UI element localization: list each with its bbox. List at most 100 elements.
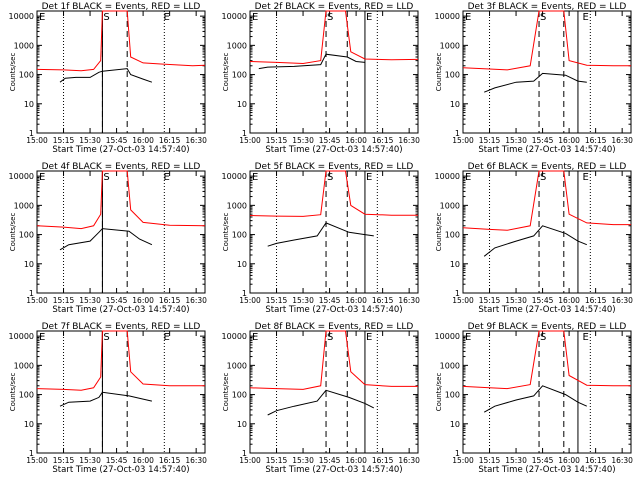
y-tick-label: 10000 — [9, 332, 34, 341]
y-tick-label: 1000 — [227, 201, 247, 210]
x-tick-label: 16:30 — [185, 136, 207, 145]
x-tick-label: 15:45 — [106, 136, 128, 145]
x-tick-label: 15:00 — [26, 456, 48, 465]
plot-frame — [249, 170, 419, 294]
y-tick-label: 10000 — [435, 172, 460, 181]
x-tick-label: 15:00 — [239, 456, 261, 465]
x-axis-label: Start Time (27-Oct-03 14:57:40) — [265, 465, 402, 475]
lld-series-line — [249, 170, 418, 217]
x-tick-label: 16:30 — [185, 456, 207, 465]
start-marker-label: S — [327, 332, 333, 343]
panel-title: Det 7f BLACK = Events, RED = LLD — [42, 322, 201, 332]
events-series-line — [59, 391, 153, 407]
start-marker-label: E — [39, 12, 45, 23]
y-tick-label: 1000 — [14, 361, 34, 370]
y-tick-label: 1 — [242, 129, 247, 138]
x-axis-label: Start Time (27-Oct-03 14:57:40) — [478, 305, 615, 315]
x-tick-label: 16:00 — [345, 136, 367, 145]
events-series-line — [267, 389, 375, 416]
y-tick-label: 100 — [232, 391, 247, 400]
plot-frame — [36, 10, 206, 134]
start-marker-label: E — [465, 172, 471, 183]
x-tick-label: 16:15 — [585, 136, 607, 145]
start-marker-label: S — [327, 12, 333, 23]
panel-title: Det 5f BLACK = Events, RED = LLD — [255, 162, 414, 172]
y-tick-label: 1 — [455, 129, 460, 138]
y-tick-label: 100 — [19, 231, 34, 240]
y-tick-label: 10000 — [9, 12, 34, 21]
start-marker-label: S — [103, 332, 109, 343]
x-tick-label: 16:00 — [558, 296, 580, 305]
x-tick-label: 15:15 — [479, 456, 501, 465]
events-series-line — [59, 68, 153, 83]
events-series-line — [258, 53, 365, 70]
x-tick-label: 15:15 — [266, 296, 288, 305]
y-tick-label: 100 — [445, 71, 460, 80]
y-tick-label: 100 — [232, 71, 247, 80]
events-series-line — [484, 72, 587, 93]
x-tick-label: 15:15 — [479, 136, 501, 145]
start-marker-label: E — [465, 12, 471, 23]
x-tick-label: 15:30 — [505, 296, 527, 305]
panel-det-5f: Det 5f BLACK = Events, RED = LLD 1 10 100 10… — [222, 162, 421, 315]
y-tick-label: 10 — [450, 420, 460, 429]
y-tick-label: 1 — [242, 449, 247, 458]
y-axis-label: Counts/sec — [222, 213, 230, 252]
end-marker-label: E — [582, 332, 588, 343]
y-tick-label: 10000 — [222, 172, 247, 181]
panel-title: Det 1f BLACK = Events, RED = LLD — [42, 2, 201, 12]
x-tick-label: 15:45 — [532, 456, 554, 465]
panel-det-4f: Det 4f BLACK = Events, RED = LLD 1 10 100 10… — [9, 162, 208, 315]
y-axis-label: Counts/sec — [222, 373, 230, 412]
x-tick-label: 16:30 — [185, 296, 207, 305]
x-tick-label: 15:00 — [26, 296, 48, 305]
x-axis-label: Start Time (27-Oct-03 14:57:40) — [52, 465, 189, 475]
y-tick-label: 10 — [450, 100, 460, 109]
lld-series-line — [36, 330, 205, 391]
end-marker-label: E — [164, 332, 170, 343]
lld-series-line — [36, 10, 206, 72]
panel-title: Det 2f BLACK = Events, RED = LLD — [255, 2, 414, 12]
plot-frame — [462, 330, 632, 454]
x-tick-label: 15:45 — [532, 136, 554, 145]
x-tick-label: 15:45 — [319, 136, 341, 145]
y-tick-label: 1 — [242, 289, 247, 298]
x-tick-label: 15:30 — [79, 456, 101, 465]
panel-det-8f: Det 8f BLACK = Events, RED = LLD 1 10 100 10… — [222, 322, 421, 475]
events-series-line — [267, 222, 374, 247]
end-marker-label: E — [582, 12, 588, 23]
end-marker-label: E — [366, 172, 372, 183]
y-tick-label: 10000 — [222, 332, 247, 341]
y-tick-label: 100 — [19, 391, 34, 400]
x-tick-label: 16:00 — [558, 456, 580, 465]
lld-series-line — [249, 330, 418, 390]
panel-title: Det 8f BLACK = Events, RED = LLD — [255, 322, 414, 332]
y-tick-label: 10 — [450, 260, 460, 269]
x-tick-label: 15:30 — [505, 456, 527, 465]
start-marker-label: S — [103, 172, 109, 183]
panel-title: Det 4f BLACK = Events, RED = LLD — [42, 162, 201, 172]
x-tick-label: 16:15 — [159, 456, 181, 465]
start-marker-label: S — [540, 172, 546, 183]
y-tick-label: 100 — [445, 231, 460, 240]
x-tick-label: 15:15 — [479, 296, 501, 305]
x-tick-label: 15:15 — [53, 296, 75, 305]
start-marker-label: E — [465, 332, 471, 343]
y-tick-label: 10000 — [435, 332, 460, 341]
y-tick-label: 10 — [237, 260, 247, 269]
plot-frame — [36, 330, 206, 454]
end-marker-label: E — [164, 12, 170, 23]
plot-frame — [249, 10, 419, 134]
y-tick-label: 10000 — [435, 12, 460, 21]
x-tick-label: 15:15 — [266, 456, 288, 465]
x-tick-label: 15:45 — [532, 296, 554, 305]
y-tick-label: 100 — [445, 391, 460, 400]
y-axis-label: Counts/sec — [9, 53, 17, 92]
y-tick-label: 1000 — [440, 361, 460, 370]
panel-det-1f: Det 1f BLACK = Events, RED = LLD 1 10 100 10… — [9, 2, 208, 155]
x-tick-label: 16:15 — [372, 136, 394, 145]
panel-title: Det 3f BLACK = Events, RED = LLD — [468, 2, 627, 12]
y-tick-label: 10 — [24, 100, 34, 109]
y-tick-label: 1 — [29, 449, 34, 458]
